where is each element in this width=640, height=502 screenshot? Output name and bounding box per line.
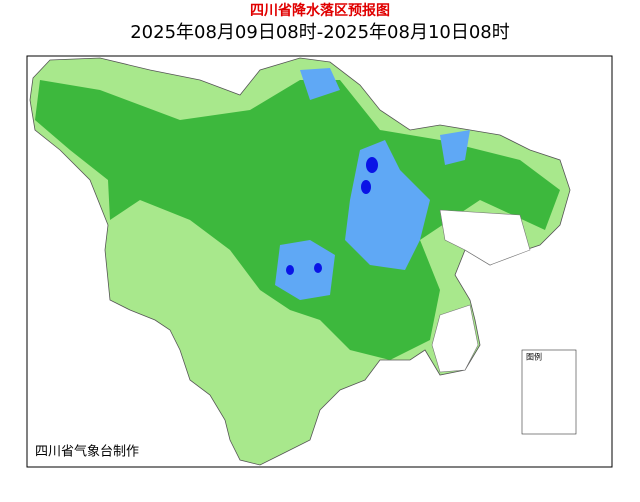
heavy-rain-area (300, 68, 340, 100)
rainstorm-area (314, 263, 322, 273)
legend-title: 图例 (526, 352, 542, 362)
heavy-rain-area (345, 140, 430, 270)
heavy-rain-area (275, 240, 335, 300)
no-rain-area (431, 304, 479, 373)
rainstorm-area (286, 265, 294, 275)
rainstorm-area (366, 157, 378, 173)
title: 四川省降水落区预报图 (250, 2, 390, 19)
credit: 四川省气象台制作 (35, 444, 139, 460)
heavy-rain-area (440, 130, 470, 165)
rainstorm-area (361, 180, 371, 194)
credit-bg (30, 443, 158, 461)
no-rain-area (439, 209, 531, 266)
legend-box (521, 349, 577, 435)
moderate-rain-area (35, 80, 560, 360)
subtitle: 2025年08月09日08时-2025年08月10日08时 (130, 22, 510, 43)
